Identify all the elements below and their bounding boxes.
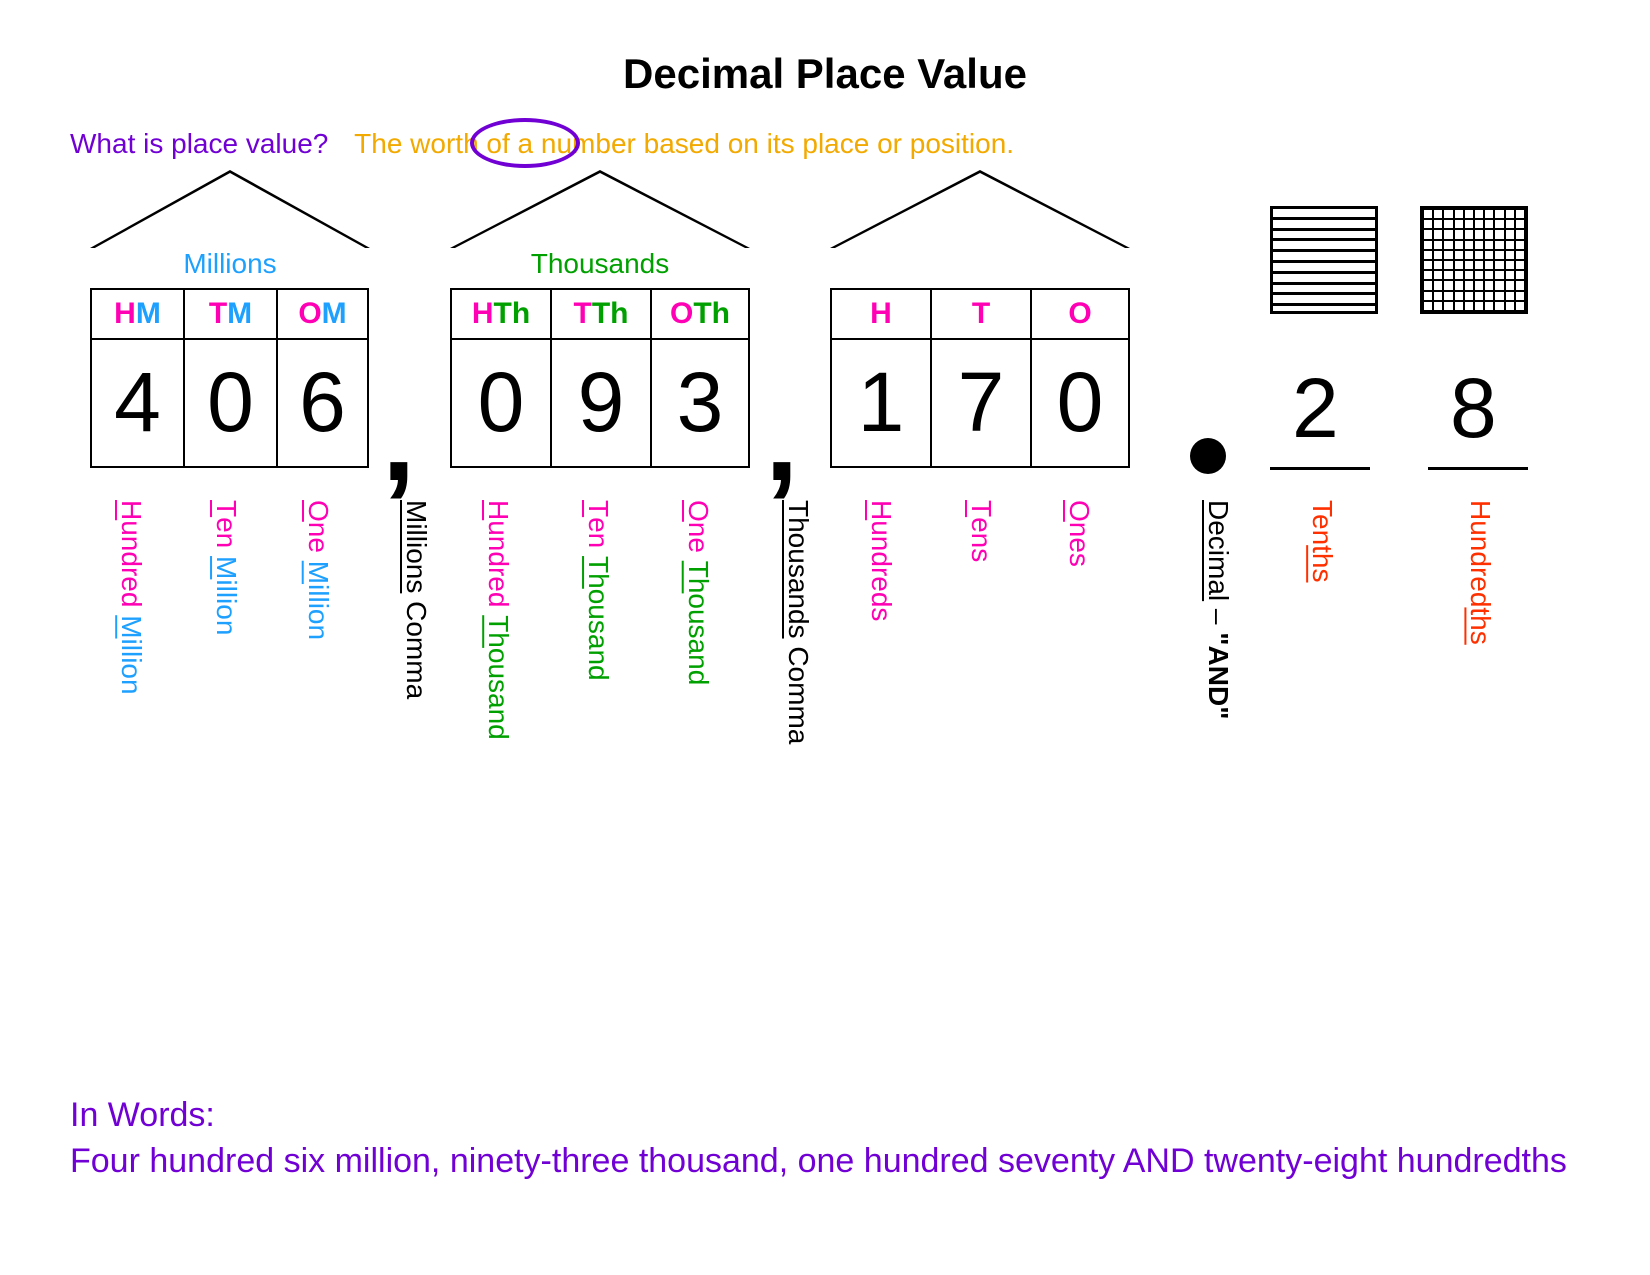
digit-row: 093	[450, 338, 750, 468]
digit-row: 170	[830, 338, 1130, 468]
place-label: Hundreds	[865, 500, 897, 860]
def-pre: The	[354, 128, 410, 159]
group-label: Thousands	[450, 248, 750, 280]
comma-label: Thousands Comma	[782, 500, 814, 860]
header-row: H MT MO M	[90, 288, 369, 340]
place-value-diagram: MillionsH MT MO M406ThousandsH ThT ThO T…	[70, 170, 1580, 950]
house-thousands: ThousandsH ThT ThO Th093	[450, 170, 750, 248]
header-cell: O Th	[650, 288, 750, 340]
header-cell: O M	[276, 288, 369, 340]
place-label: Ten Million	[210, 500, 242, 860]
header-cell: H Th	[450, 288, 550, 340]
def-circled-word: worth	[410, 128, 478, 159]
place-label: Tens	[965, 500, 997, 860]
place-label: One Million	[302, 500, 334, 860]
digit-cell: 0	[183, 338, 276, 468]
house-ones: HTO170	[830, 170, 1130, 248]
comma-icon: ,	[382, 370, 415, 508]
group-label: Millions	[90, 248, 370, 280]
comma-label: Millions Comma	[400, 500, 432, 860]
place-label: Hundredths	[1464, 500, 1496, 860]
place-label: Ones	[1063, 500, 1095, 860]
header-cell: O	[1030, 288, 1130, 340]
digit-cell: 3	[650, 338, 750, 468]
page-title: Decimal Place Value	[70, 50, 1580, 98]
digit-cell: 9	[550, 338, 650, 468]
digit-cell: 4	[90, 338, 183, 468]
decimal-digit: 8	[1450, 360, 1497, 457]
definition-row: What is place value? The worth of a numb…	[70, 128, 1580, 160]
definition-question: What is place value?	[70, 128, 328, 159]
digit-cell: 0	[450, 338, 550, 468]
place-label: Hundred Million	[115, 500, 147, 860]
in-words-section: In Words: Four hundred six million, nine…	[70, 1093, 1580, 1185]
digit-cell: 6	[276, 338, 369, 468]
hundredths-block-icon	[1420, 206, 1528, 314]
def-post: of a number based on its place or positi…	[479, 128, 1014, 159]
digit-cell: 1	[830, 338, 930, 468]
header-row: HTO	[830, 288, 1130, 340]
comma-icon: ,	[765, 370, 798, 508]
digit-underline	[1428, 467, 1528, 470]
decimal-label: Decimal – "AND"	[1202, 500, 1234, 860]
header-cell: H	[830, 288, 930, 340]
header-row: H ThT ThO Th	[450, 288, 750, 340]
roof-icon	[90, 170, 370, 248]
decimal-point-icon	[1190, 438, 1226, 474]
place-label: One Thousand	[682, 500, 714, 860]
in-words-label: In Words:	[70, 1093, 1580, 1139]
tenths-block-icon	[1270, 206, 1378, 314]
header-cell: T	[930, 288, 1030, 340]
digit-row: 406	[90, 338, 369, 468]
in-words-text: Four hundred six million, ninety-three t…	[70, 1142, 1567, 1180]
decimal-digit: 2	[1292, 360, 1339, 457]
header-cell: T M	[183, 288, 276, 340]
place-label: Ten Thousand	[582, 500, 614, 860]
header-cell: T Th	[550, 288, 650, 340]
house-millions: MillionsH MT MO M406	[90, 170, 370, 248]
roof-icon	[830, 170, 1130, 248]
place-label: Hundred Thousand	[482, 500, 514, 860]
roof-icon	[450, 170, 750, 248]
place-label: Tenths	[1306, 500, 1338, 860]
digit-cell: 0	[1030, 338, 1130, 468]
digit-underline	[1270, 467, 1370, 470]
definition-answer: The worth of a number based on its place…	[354, 128, 1014, 159]
digit-cell: 7	[930, 338, 1030, 468]
header-cell: H M	[90, 288, 183, 340]
